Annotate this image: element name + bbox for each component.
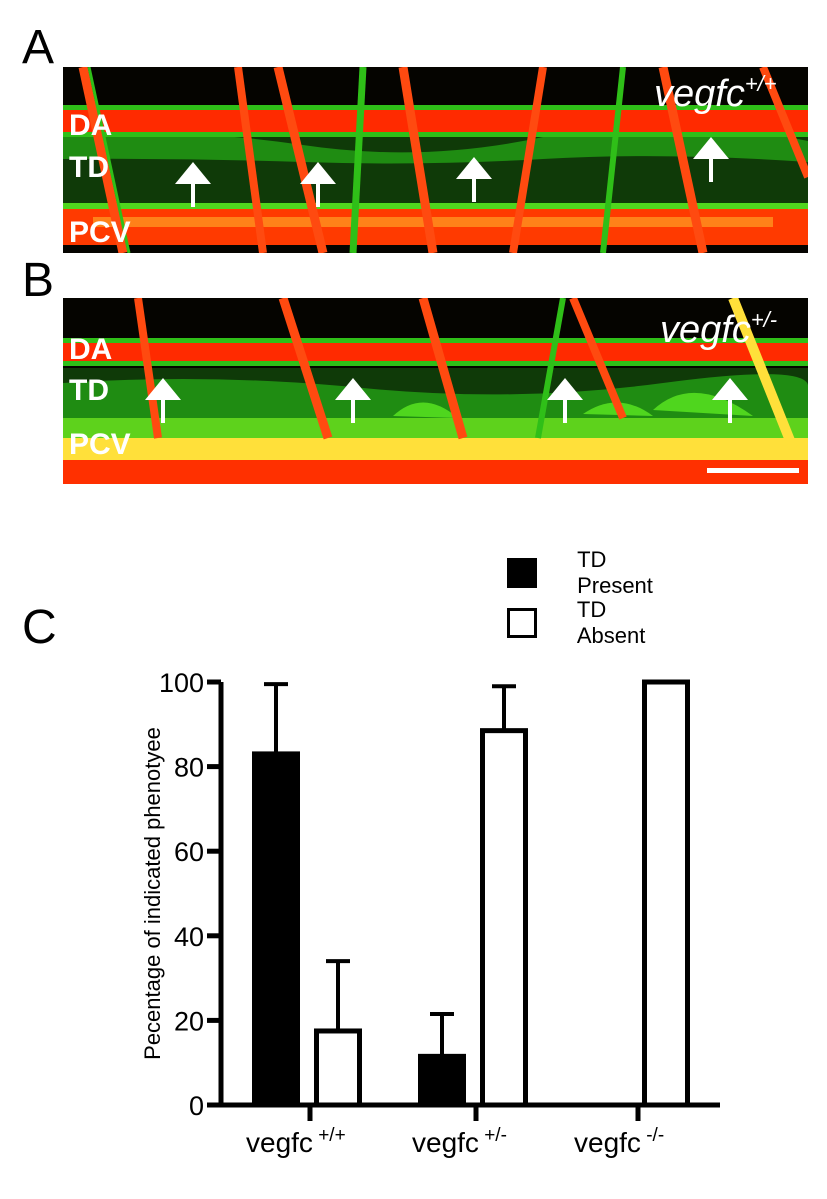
legend-label-present: TD Present: [577, 547, 653, 598]
x-tick-label-0: vegfc +/+: [246, 1125, 346, 1158]
label-da-b: DA: [69, 333, 113, 366]
y-tick-label-2: 40: [174, 922, 204, 952]
bar-chart: 0 20 40 60 80 100 Pecentage of indicated pheno…: [0, 640, 827, 1194]
genotype-name-b: vegfc: [660, 309, 751, 351]
micrograph-b-image: [63, 298, 808, 484]
legend-swatch-absent: [507, 608, 537, 638]
y-tick-label-4: 80: [174, 753, 204, 783]
x-tick-label-1: vegfc +/-: [412, 1125, 507, 1158]
bar-0-1: [418, 1053, 466, 1108]
legend-swatch-present: [507, 558, 538, 588]
y-tick-label-0: 0: [189, 1091, 204, 1121]
panel-a-letter: A: [22, 21, 55, 74]
x-tick-label-sup-2: -/-: [641, 1125, 664, 1146]
bar-1-2: [642, 679, 690, 1108]
y-axis-label: Pecentage of indicated phenotyee: [140, 727, 165, 1060]
bar-0-0: [252, 751, 300, 1108]
micrograph-a: DA TD PCV vegfc+/+: [63, 67, 808, 253]
x-tick-label-sup-1: +/-: [479, 1125, 507, 1146]
bar-chart-svg: 0 20 40 60 80 100 Pecentage of indicated pheno…: [140, 668, 720, 1158]
x-tick-label-base-1: vegfc: [412, 1127, 479, 1158]
panel-c-letter: C: [22, 601, 57, 654]
label-da-a: DA: [69, 109, 113, 142]
label-td-b: TD: [69, 374, 109, 407]
genotype-title-a: vegfc+/+: [654, 73, 777, 115]
genotype-sup-b: +/-: [750, 307, 778, 332]
y-tick-label-3: 60: [174, 837, 204, 867]
label-pcv-a: PCV: [69, 216, 131, 249]
micrograph-b: DA TD PCV vegfc+/-: [63, 298, 808, 484]
y-tick-label-5: 100: [159, 668, 204, 698]
panel-b-letter: B: [22, 254, 55, 307]
legend-item-present: TD Present: [507, 547, 661, 599]
x-tick-label-base-2: vegfc: [574, 1127, 641, 1158]
x-tick-label-sup-0: +/+: [313, 1125, 346, 1146]
bar-1-1: [480, 728, 528, 1108]
genotype-sup-a: +/+: [744, 71, 777, 96]
genotype-title-b: vegfc+/-: [660, 309, 777, 351]
y-tick-label-1: 20: [174, 1006, 204, 1036]
label-pcv-b: PCV: [69, 428, 131, 461]
label-td-a: TD: [69, 151, 109, 184]
micrograph-a-image: [63, 67, 808, 253]
legend-item-absent: TD Absent: [507, 597, 653, 649]
scale-bar: [707, 468, 799, 473]
legend-label-absent: TD Absent: [576, 597, 646, 648]
x-tick-label-2: vegfc -/-: [574, 1125, 664, 1158]
genotype-name-a: vegfc: [654, 73, 745, 115]
x-tick-label-base-0: vegfc: [246, 1127, 313, 1158]
bar-1-0: [314, 1028, 362, 1108]
